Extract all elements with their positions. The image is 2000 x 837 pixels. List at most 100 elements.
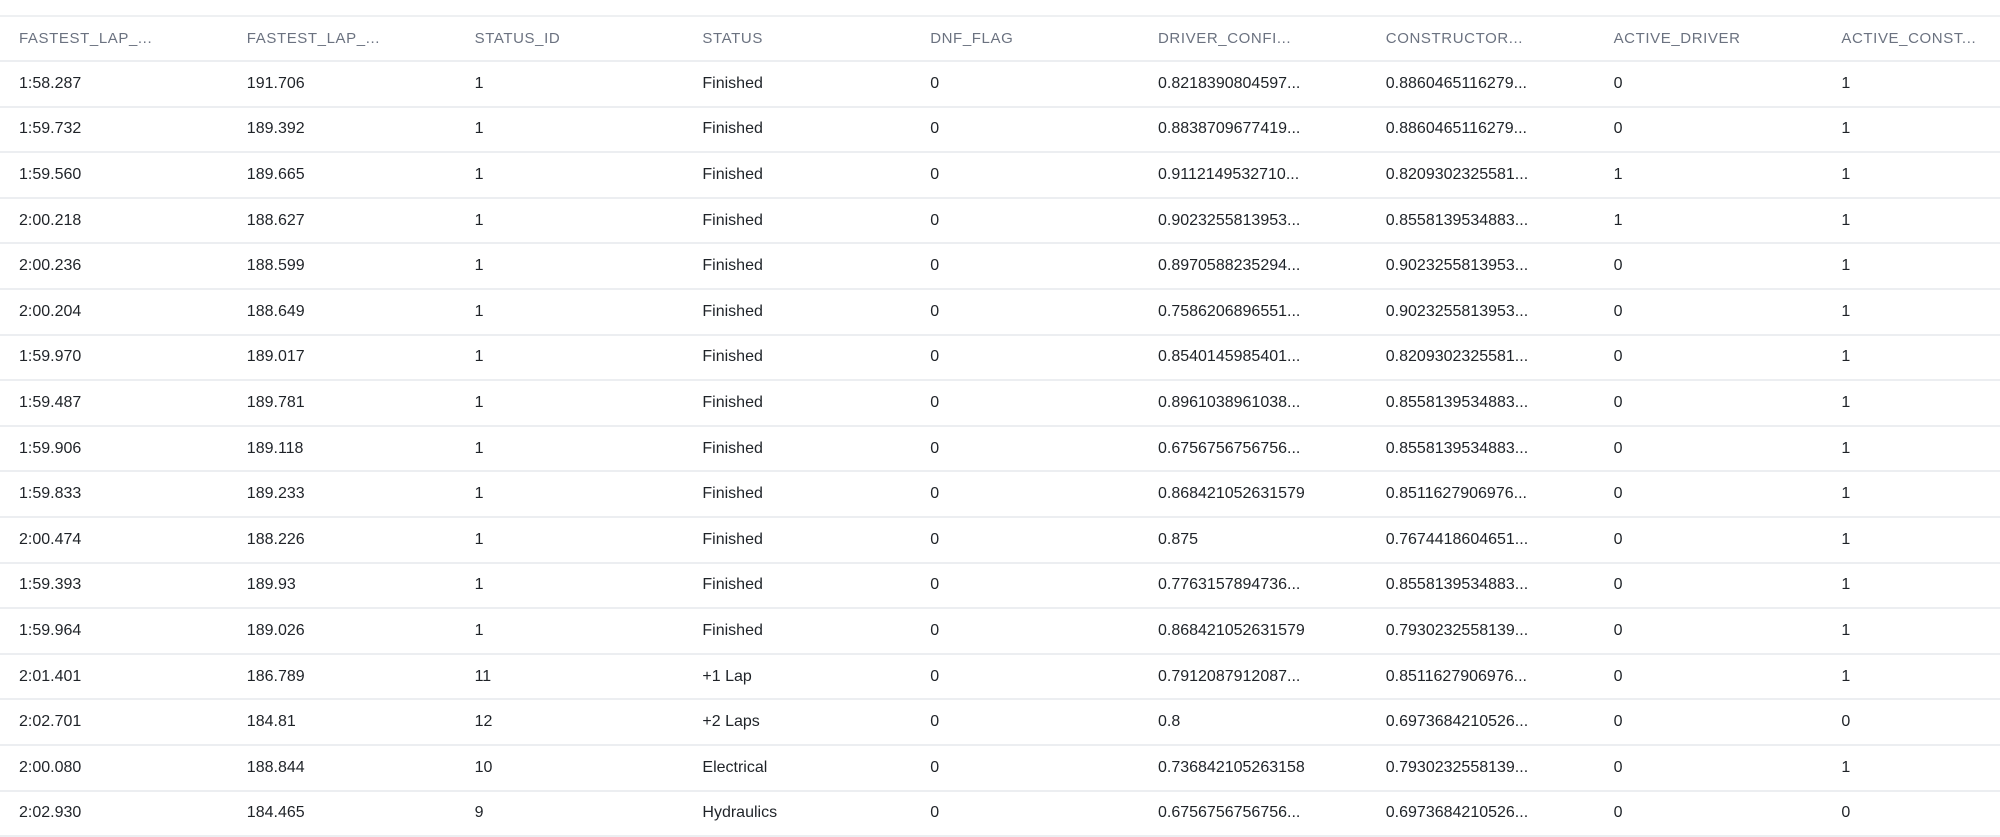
table-cell: 2:02.701	[0, 713, 228, 731]
table-cell: 0.8	[1139, 713, 1367, 731]
column-header[interactable]: ACTIVE_CONST...	[1822, 30, 2000, 47]
table-cell: 1	[456, 485, 684, 503]
table-cell: +1 Lap	[683, 668, 911, 686]
table-cell: Finished	[683, 485, 911, 503]
table-cell: 0	[911, 576, 1139, 594]
column-header[interactable]: DRIVER_CONFI...	[1139, 30, 1367, 47]
table-cell: 1:59.560	[0, 166, 228, 184]
table-cell: 1	[1595, 212, 1823, 230]
column-header[interactable]: DNF_FLAG	[911, 30, 1139, 47]
table-cell: 184.81	[228, 713, 456, 731]
table-cell: 0.8970588235294...	[1139, 257, 1367, 275]
table-cell: 2:00.236	[0, 257, 228, 275]
table-cell: 189.233	[228, 485, 456, 503]
table-cell: Electrical	[683, 759, 911, 777]
table-cell: 0.9023255813953...	[1139, 212, 1367, 230]
table-cell: 1	[1822, 440, 2000, 458]
table-cell: 1:58.287	[0, 75, 228, 93]
table-cell: 0.7586206896551...	[1139, 303, 1367, 321]
table-cell: 1:59.487	[0, 394, 228, 412]
table-cell: 186.789	[228, 668, 456, 686]
column-header[interactable]: STATUS	[683, 30, 911, 47]
table-cell: 0.7912087912087...	[1139, 668, 1367, 686]
table-cell: Finished	[683, 394, 911, 412]
table-cell: Finished	[683, 212, 911, 230]
table-cell: 189.017	[228, 348, 456, 366]
column-header[interactable]: ACTIVE_DRIVER	[1595, 30, 1823, 47]
table-cell: 2:02.930	[0, 804, 228, 822]
table-cell: 188.844	[228, 759, 456, 777]
table-cell: Finished	[683, 120, 911, 138]
column-header[interactable]: FASTEST_LAP_...	[0, 30, 228, 47]
table-cell: 1	[1822, 394, 2000, 412]
column-header[interactable]: CONSTRUCTOR...	[1367, 30, 1595, 47]
table-cell: 1	[1822, 257, 2000, 275]
table-cell: 1	[456, 440, 684, 458]
table-cell: 0	[911, 804, 1139, 822]
table-cell: 0	[911, 166, 1139, 184]
table-cell: 0.7930232558139...	[1367, 759, 1595, 777]
table-cell: 0	[911, 303, 1139, 321]
table-cell: 1	[1822, 303, 2000, 321]
table-cell: 1	[1595, 166, 1823, 184]
table-cell: 1	[456, 576, 684, 594]
table-cell: 2:00.204	[0, 303, 228, 321]
table-cell: 0.868421052631579	[1139, 622, 1367, 640]
table-cell: 0	[911, 759, 1139, 777]
table-cell: 0.6756756756756...	[1139, 440, 1367, 458]
table-cell: 1	[456, 166, 684, 184]
table-cell: 1	[456, 531, 684, 549]
table-cell: 1:59.906	[0, 440, 228, 458]
table-cell: 0	[1595, 485, 1823, 503]
table-cell: 0	[911, 348, 1139, 366]
column-header[interactable]: FASTEST_LAP_...	[228, 30, 456, 47]
table-cell: 1	[456, 622, 684, 640]
table-cell: 189.93	[228, 576, 456, 594]
table-cell: 0.8838709677419...	[1139, 120, 1367, 138]
table-cell: 1	[1822, 120, 2000, 138]
table-cell: 0.6756756756756...	[1139, 804, 1367, 822]
table-cell: 0	[1595, 440, 1823, 458]
table-cell: 0	[1595, 120, 1823, 138]
table-cell: 1	[456, 257, 684, 275]
table-cell: 0.8558139534883...	[1367, 440, 1595, 458]
table-cell: 0	[911, 394, 1139, 412]
table-cell: 10	[456, 759, 684, 777]
table-cell: 0	[911, 668, 1139, 686]
table-cell: 0.8511627906976...	[1367, 668, 1595, 686]
table-cell: 0.7930232558139...	[1367, 622, 1595, 640]
table-cell: 1	[1822, 622, 2000, 640]
table-cell: 0	[911, 713, 1139, 731]
table-cell: 1	[1822, 485, 2000, 503]
table-cell: 1	[1822, 212, 2000, 230]
table-cell: 0.736842105263158	[1139, 759, 1367, 777]
table-cell: 2:00.080	[0, 759, 228, 777]
table-cell: 0	[911, 257, 1139, 275]
table-cell: 189.781	[228, 394, 456, 412]
table-cell: 189.026	[228, 622, 456, 640]
column-header[interactable]: STATUS_ID	[456, 30, 684, 47]
table-cell: 1:59.970	[0, 348, 228, 366]
table-cell: 0	[911, 212, 1139, 230]
table-cell: 0	[911, 120, 1139, 138]
table-cell: 188.226	[228, 531, 456, 549]
